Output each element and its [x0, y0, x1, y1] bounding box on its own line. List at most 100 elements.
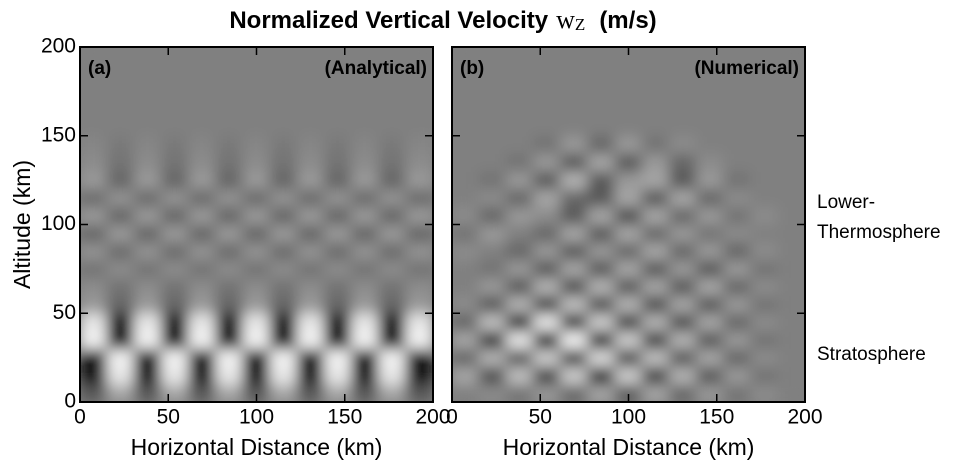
heatmap-cell [478, 117, 507, 137]
heatmap-cell [777, 135, 805, 154]
heatmap-cell [750, 99, 779, 119]
heatmap-cell [723, 348, 752, 367]
heatmap-cell [587, 153, 616, 172]
heatmap-cell [505, 241, 534, 261]
heatmap-cell [587, 348, 616, 367]
heatmap-cell [378, 312, 407, 332]
heatmap-cell [668, 224, 697, 243]
heatmap-cell [80, 224, 108, 243]
heatmap-cell [750, 153, 779, 172]
heatmap-cell [215, 82, 244, 101]
heatmap-cell [641, 312, 670, 332]
heatmap-cell [351, 135, 380, 154]
heatmap-cell [378, 170, 407, 190]
heatmap-cell [269, 259, 298, 279]
heatmap-cell [750, 224, 779, 243]
heatmap-cell [188, 153, 217, 172]
panel-subtitle: (Analytical) [325, 58, 427, 79]
heatmap-cell [296, 277, 325, 296]
heatmap-cell [641, 170, 670, 190]
heatmap-cell [668, 153, 697, 172]
heatmap-cell [351, 47, 380, 66]
heatmap-cell [405, 153, 433, 172]
heatmap-cell [505, 277, 534, 296]
heatmap-cell [323, 295, 353, 314]
heatmap-cell [351, 383, 380, 402]
heatmap-cell [351, 277, 380, 296]
heatmap-cell [452, 64, 480, 83]
heatmap-cell [160, 259, 190, 279]
heatmap-cell [133, 117, 162, 137]
heatmap-cell [723, 295, 752, 314]
heatmap-cell [723, 99, 752, 119]
heatmap-cell [242, 206, 271, 225]
heatmap-cell [188, 135, 217, 154]
heatmap-cell [560, 135, 589, 154]
heatmap-cell [750, 295, 779, 314]
heatmap-cell [160, 170, 190, 190]
heatmap-cell [723, 241, 752, 261]
heatmap-cell [296, 312, 325, 332]
heatmap-cell [405, 188, 433, 208]
heatmap-cell [614, 383, 643, 402]
heatmap-cell [614, 47, 643, 66]
heatmap-cell [188, 47, 217, 66]
heatmap-cell [242, 224, 271, 243]
heatmap-cell [614, 366, 643, 385]
heatmap-cell [777, 277, 805, 296]
heatmap-cell [378, 99, 407, 119]
heatmap-cell [560, 117, 589, 137]
heatmap-cell [323, 135, 353, 154]
y-tick-label: 100 [41, 212, 76, 235]
heatmap-cell [478, 241, 507, 261]
heatmap-cell [351, 99, 380, 119]
heatmap-cell [269, 330, 298, 350]
heatmap-cell [668, 366, 697, 385]
heatmap-cell [560, 241, 589, 261]
heatmap-cell [452, 206, 480, 225]
heatmap-cell [505, 82, 534, 101]
heatmap-cell [215, 47, 244, 66]
heatmap-cell [505, 366, 534, 385]
panel-subtitle: (Numerical) [694, 58, 799, 79]
heatmap-cell [695, 259, 725, 279]
heatmap-cell [296, 206, 325, 225]
heatmap-cell [587, 259, 616, 279]
heatmap-cell [296, 170, 325, 190]
heatmap-cell [614, 82, 643, 101]
heatmap-cell [723, 330, 752, 350]
heatmap-cell [242, 170, 271, 190]
heatmap-cell [106, 188, 135, 208]
heatmap-cell [242, 348, 271, 367]
heatmap-cell [405, 224, 433, 243]
heatmap-cell [269, 153, 298, 172]
heatmap-cell [452, 188, 480, 208]
heatmap-cell [215, 366, 244, 385]
heatmap-cell [723, 277, 752, 296]
y-tick-label: 200 [41, 35, 76, 58]
heatmap-cell [532, 117, 562, 137]
heatmap-cell [777, 312, 805, 332]
heatmap-cell [641, 348, 670, 367]
heatmap-cell [478, 277, 507, 296]
x-tick-label: 200 [787, 406, 822, 429]
heatmap-cell [242, 64, 271, 83]
heatmap-cell [80, 99, 108, 119]
heatmap-cell [106, 64, 135, 83]
heatmap-cell [641, 366, 670, 385]
heatmap-cell [614, 224, 643, 243]
heatmap-cell [560, 206, 589, 225]
heatmap-cell [587, 47, 616, 66]
heatmap-cell [777, 82, 805, 101]
heatmap-cell [160, 366, 190, 385]
heatmap-cell [215, 206, 244, 225]
heatmap-cell [106, 295, 135, 314]
heatmap-cell [405, 366, 433, 385]
heatmap-cell [777, 241, 805, 261]
heatmap-cell [106, 82, 135, 101]
heatmap-cell [452, 82, 480, 101]
heatmap-cell [723, 153, 752, 172]
heatmap-cell [560, 383, 589, 402]
heatmap-cell [452, 277, 480, 296]
heatmap-cell [723, 47, 752, 66]
